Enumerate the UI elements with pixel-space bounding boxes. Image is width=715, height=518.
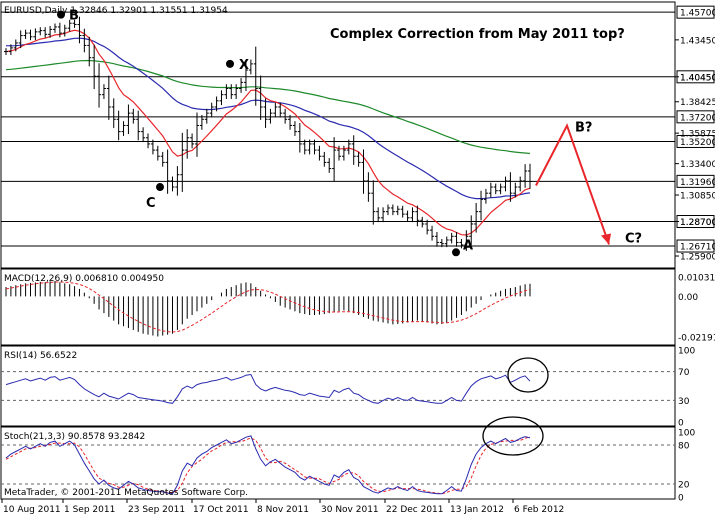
rsi-indicator: 100 70 30 0 [1, 347, 695, 429]
level-label: 1.26710 [680, 243, 715, 253]
price-tick-label: 1.28700 [680, 218, 715, 228]
moving-averages [5, 29, 531, 236]
wave-label: C [146, 196, 156, 211]
time-tick-label: 23 Sep 2011 [128, 505, 185, 515]
stoch-tick-label: 0 [678, 494, 684, 504]
time-tick-label: 13 Jan 2012 [450, 505, 504, 515]
price-tick-label: 1.33400 [680, 160, 715, 170]
macd-tick-label: -0.02191 [678, 334, 715, 344]
level-label: 1.31960 [680, 178, 715, 188]
rsi-highlight-circle [507, 357, 549, 393]
time-axis: 10 Aug 2011 1 Sep 2011 23 Sep 2011 17 Oct 2… [1, 499, 564, 515]
stoch-tick-label: 20 [678, 481, 690, 491]
stoch-panel [0, 426, 676, 500]
price-tick-label: 1.38425 [680, 98, 715, 108]
projection-path [535, 123, 610, 245]
price-tick-label: 1.40450 [680, 73, 715, 83]
time-tick-label: 17 Oct 2011 [193, 505, 249, 515]
price-axis: 1.43450 1.40450 1.38425 1.35875 1.33400 1.308… [675, 36, 715, 262]
level-box [676, 5, 715, 19]
wave-label: A [463, 238, 473, 253]
rsi-tick-label: 70 [678, 368, 690, 378]
stoch-label: Stoch(21,3,3) 90.8578 93.2842 [4, 432, 145, 442]
time-tick-label: 22 Dec 2011 [386, 505, 444, 515]
level-label: 1.37200 [680, 113, 715, 123]
stoch-tick-label: 80 [678, 442, 690, 452]
time-tick-label: 8 Nov 2011 [257, 505, 309, 515]
wave-point-x [226, 59, 234, 68]
rsi-tick-label: 30 [678, 397, 690, 407]
wave-label: B [69, 9, 79, 24]
rsi-tick-label: 100 [678, 347, 695, 357]
projection-arrows [535, 123, 611, 245]
stoch-tick-label: 100 [678, 429, 695, 439]
time-tick-label: 10 Aug 2011 [3, 505, 61, 515]
macd-label: MACD(12,26,9) 0.006810 0.004950 [4, 274, 164, 284]
stoch-highlight-circle [482, 416, 544, 456]
level-box [676, 239, 715, 253]
symbol-info: EURUSD,Daily 1.32846 1.32901 1.31551 1.3… [4, 6, 228, 16]
stoch-indicator: 100 80 20 0 [1, 429, 695, 504]
ma-mid-line [5, 37, 531, 200]
ma-fast-line [5, 29, 531, 236]
rsi-label: RSI(14) 56.6522 [4, 351, 77, 361]
wave-point-b [57, 10, 65, 19]
rsi-line [5, 373, 531, 404]
price-tick-label: 1.30850 [680, 192, 715, 202]
rsi-tick-label: 0 [678, 419, 684, 429]
level-box [676, 134, 715, 148]
time-tick-label: 30 Nov 2011 [321, 505, 379, 515]
copyright: MetaTrader, © 2001-2011 MetaQuotes Softw… [4, 488, 248, 498]
arrow-head [601, 233, 611, 245]
price-bars [4, 16, 532, 251]
level-label: 1.28700 [680, 218, 715, 228]
level-box [676, 110, 715, 124]
price-tick-label: 1.43450 [680, 36, 715, 46]
macd-indicator: 0.010317 0.00 -0.02191 [5, 274, 715, 344]
macd-tick-label: 0.00 [678, 293, 698, 303]
macd-tick-label: 0.010317 [678, 274, 715, 284]
wave-label: X [239, 58, 249, 73]
level-box [676, 174, 715, 188]
level-label: 1.35200 [680, 138, 715, 148]
stoch-main-line [5, 435, 531, 495]
level-label: 1.40450 [680, 73, 715, 83]
time-tick-label: 6 Feb 2012 [514, 505, 564, 515]
wave-label: C? [625, 231, 642, 246]
wave-point-c [156, 183, 164, 192]
macd-signal-line [5, 281, 531, 333]
time-tick-label: 1 Sep 2011 [64, 505, 115, 515]
price-tick-label: 1.35875 [680, 130, 715, 140]
wave-label: B? [575, 121, 592, 136]
ma-slow-line [5, 59, 531, 155]
wave-point-a [452, 248, 460, 257]
level-label: 1.45700 [680, 9, 715, 19]
rsi-panel [0, 345, 676, 427]
chart-title: Complex Correction from May 2011 top? [330, 27, 625, 42]
price-tick-label: 1.25900 [680, 252, 715, 262]
wave-labels: B X C A B? C? [57, 9, 642, 257]
